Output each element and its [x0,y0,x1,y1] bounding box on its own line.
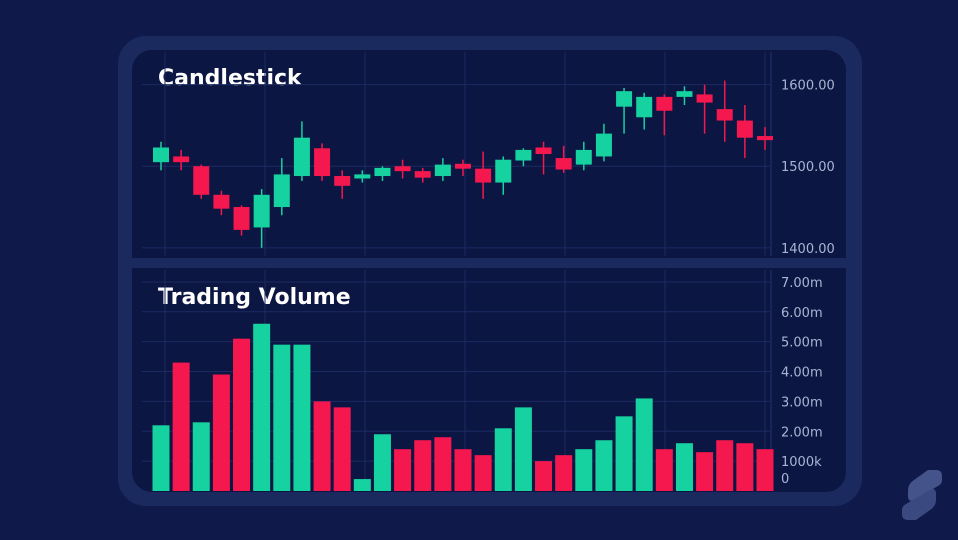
volume-bar [253,323,271,491]
candle-body [293,137,310,177]
volume-bar [575,449,593,491]
volume-y-tick-label: 0 [781,472,789,487]
volume-bar [212,374,230,491]
volume-bar [434,437,452,491]
candle-body [555,158,572,170]
volume-bar [494,428,512,491]
volume-bar [555,455,573,491]
volume-bar [696,452,714,491]
candle-body [354,174,371,179]
volume-bar [353,479,371,491]
volume-bar [655,449,673,491]
volume-bar [233,338,251,491]
candle-body [314,148,331,177]
candle-body [616,91,633,107]
volume-y-tick-label: 4.00m [781,366,823,381]
candle-body [676,91,693,97]
s-brand-logo-icon [902,470,942,520]
volume-bar [615,416,633,491]
candle-body [656,96,673,111]
candle-body [273,174,290,208]
volume-y-tick-label: 3.00m [781,395,823,410]
candle-body [716,109,733,121]
candle-body [414,171,431,178]
candle-body [253,194,270,228]
candle-body [495,159,512,183]
candle-body [696,94,713,103]
candlestick-y-tick-label: 1500.00 [781,160,835,175]
volume-bar [273,344,291,491]
candle-body [595,133,612,157]
candle-body [153,147,169,163]
candlestick-y-tick-label: 1400.00 [781,242,835,257]
volume-title: Trading Volume [158,285,351,310]
volume-bar [313,401,331,491]
volume-bar [595,440,613,491]
volume-bar [414,440,432,491]
candle-body [213,194,230,209]
candle-body [455,163,471,169]
volume-y-tick-label: 1000k [781,455,822,470]
volume-bar [635,398,653,491]
candle-body [233,207,250,230]
candle-body [757,136,773,141]
volume-y-tick-label: 2.00m [781,425,823,440]
volume-bar [756,449,774,491]
volume-bar [172,362,190,491]
volume-y-tick-label: 7.00m [781,276,823,291]
volume-bar [535,461,553,491]
candle-body [475,168,492,183]
candle-body [434,164,451,177]
candle-body [374,167,391,177]
volume-bar [192,422,210,491]
candle-body [736,120,753,138]
volume-y-tick-label: 6.00m [781,306,823,321]
volume-bar [454,449,472,491]
volume-bar [293,344,311,491]
volume-y-tick-label: 5.00m [781,336,823,351]
candle-body [193,166,210,195]
candle-body [394,166,411,172]
volume-bar [736,443,754,491]
volume-bar [474,455,492,491]
candlestick-title: Candlestick [158,66,302,91]
candle-body [575,149,592,165]
candle-body [334,176,351,186]
candle-body [515,149,532,161]
candle-body [636,96,653,118]
candlestick-y-tick-label: 1600.00 [781,79,835,94]
volume-bar [514,407,532,491]
volume-bar [152,425,170,491]
volume-bar [716,440,734,491]
volume-bar [394,449,412,491]
candle-body [535,147,552,154]
volume-bar [675,443,693,491]
volume-bar [333,407,351,491]
volume-bar [373,434,391,491]
candle-body [173,156,190,163]
